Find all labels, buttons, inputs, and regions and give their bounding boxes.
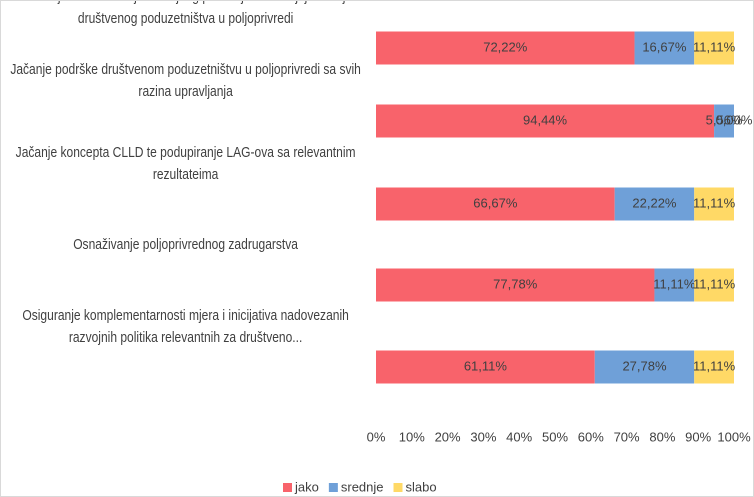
- x-tick-label: 90%: [685, 429, 711, 444]
- value-label: 27,78%: [622, 358, 667, 373]
- value-label: 66,67%: [473, 195, 518, 210]
- bar-segment: [694, 187, 734, 221]
- value-label: 94,44%: [523, 112, 568, 127]
- value-label: 5,56%: [706, 112, 743, 127]
- legend-swatch: [393, 483, 403, 492]
- value-label: 11,11%: [693, 195, 736, 210]
- x-tick-label: 30%: [470, 429, 496, 444]
- value-label: 0,00%: [716, 112, 753, 127]
- legend-label: slabo: [406, 479, 437, 494]
- value-label: 11,11%: [693, 39, 736, 54]
- value-label: 61,11%: [464, 358, 508, 373]
- legend-swatch: [328, 483, 338, 492]
- category-label: Jačanje iskorištavanja razvojnog potenci…: [26, 1, 346, 27]
- bar-segment: [376, 268, 655, 302]
- bar-segment: [376, 187, 615, 221]
- category-label: Jačanje podrške društvenom poduzetništvu…: [10, 62, 361, 100]
- bar-segment: [654, 268, 695, 302]
- legend-label: srednje: [341, 479, 384, 494]
- category-label: Osiguranje komplementarnosti mjera i ini…: [22, 308, 349, 346]
- bar-segment: [614, 187, 695, 221]
- bar-segment: [714, 104, 734, 138]
- x-tick-label: 80%: [649, 429, 675, 444]
- value-label: 11,11%: [693, 276, 736, 291]
- x-tick-label: 70%: [614, 429, 640, 444]
- value-label: 11,11%: [693, 358, 736, 373]
- bar-segment: [694, 350, 734, 384]
- value-label: 77,78%: [493, 276, 538, 291]
- bar-segment: [694, 268, 734, 302]
- legend-label: jako: [294, 479, 319, 494]
- x-tick-label: 0%: [367, 429, 386, 444]
- x-tick-label: 20%: [435, 429, 461, 444]
- bar-segment: [376, 31, 635, 65]
- x-tick-label: 50%: [542, 429, 568, 444]
- x-tick-label: 40%: [506, 429, 532, 444]
- bar-segment: [376, 104, 715, 138]
- value-label: 72,22%: [483, 39, 528, 54]
- category-label: Jačanje koncepta CLLD te podupiranje LAG…: [15, 145, 356, 183]
- value-label: 16,67%: [642, 39, 687, 54]
- value-label: 22,22%: [632, 195, 677, 210]
- bar-segment: [594, 350, 695, 384]
- x-tick-label: 60%: [578, 429, 604, 444]
- category-label: Osnaživanje poljoprivrednog zadrugarstva: [73, 237, 298, 253]
- value-label: 11,11%: [653, 276, 696, 291]
- x-tick-label: 100%: [717, 429, 751, 444]
- bar-segment: [634, 31, 695, 65]
- legend-swatch: [283, 483, 292, 492]
- bar-segment: [694, 31, 734, 65]
- bar-segment: [376, 350, 595, 384]
- x-tick-label: 10%: [399, 429, 425, 444]
